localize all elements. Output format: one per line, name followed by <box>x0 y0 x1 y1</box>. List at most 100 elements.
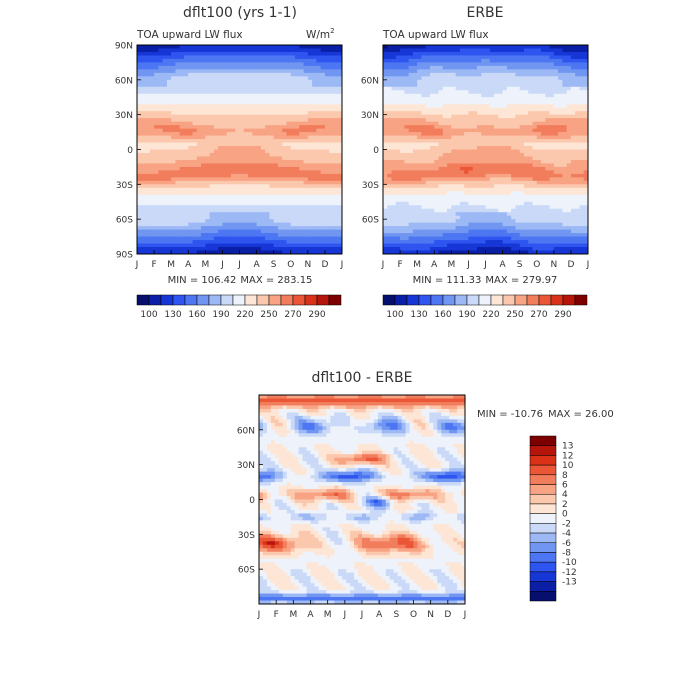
panel-model-units: W/m2 <box>306 27 335 41</box>
units-exponent: 2 <box>330 27 334 35</box>
colorbar-label: 100 <box>386 310 403 320</box>
colorbar-label: 190 <box>212 310 229 320</box>
panel-erbe-field-label: TOA upward LW flux <box>382 29 489 41</box>
units-base: W/m <box>306 29 330 41</box>
colorbar-swatch <box>529 513 557 524</box>
colorbar-swatch <box>232 294 246 306</box>
y-tick-label: 30N <box>361 111 379 121</box>
colorbar-swatch <box>529 493 557 505</box>
colorbar-label: -6 <box>562 539 571 549</box>
x-tick-label: J <box>237 260 241 270</box>
colorbar-swatch <box>529 561 557 573</box>
x-tick-label: M <box>289 610 297 620</box>
panel-erbe-title: ERBE <box>466 5 503 21</box>
x-tick-label: A <box>431 260 438 270</box>
x-tick-label: N <box>550 260 557 270</box>
colorbar-swatch <box>304 294 318 306</box>
panel-difference-min-max: MIN = -10.76 MAX = 26.00 <box>477 409 614 420</box>
x-tick-label: J <box>343 610 347 620</box>
panel-erbe-min-max: MIN = 111.33 MAX = 279.97 <box>413 275 558 286</box>
colorbar-swatch <box>220 294 234 306</box>
x-tick-label: J <box>360 610 364 620</box>
panel-model-min-max: MIN = 106.42 MAX = 283.15 <box>168 275 313 286</box>
colorbar-swatch <box>526 294 540 306</box>
y-tick-label: 60N <box>237 426 255 436</box>
colorbar-label: 160 <box>188 310 205 320</box>
x-tick-label: A <box>499 260 506 270</box>
colorbar-swatch <box>550 294 564 306</box>
colorbar-swatch <box>172 294 186 306</box>
panel-model: dflt100 (yrs 1-1) TOA upward LW flux W/m… <box>115 5 344 320</box>
colorbar-swatch <box>529 455 557 466</box>
x-tick-label: F <box>397 260 402 270</box>
colorbar-label: -12 <box>562 568 577 578</box>
colorbar-label: 190 <box>458 310 475 320</box>
colorbar-label: -13 <box>562 578 577 588</box>
colorbar-swatch <box>529 571 557 582</box>
x-tick-label: F <box>151 260 156 270</box>
panel-erbe-min: MIN = 111.33 <box>413 275 482 286</box>
x-tick-label: J <box>257 610 261 620</box>
x-tick-label: J <box>135 260 139 270</box>
x-tick-label: A <box>253 260 260 270</box>
colorbar-swatch <box>529 503 557 514</box>
y-tick-label: 90N <box>115 42 133 52</box>
panel-erbe-y-ticks: 60N 30N 0 30S 60S <box>361 76 387 226</box>
colorbar-swatch <box>442 294 456 306</box>
x-tick-label: M <box>201 260 209 270</box>
panel-model-field <box>137 45 342 254</box>
y-tick-label: 0 <box>249 496 255 506</box>
colorbar-swatch <box>382 294 396 306</box>
panel-difference-field <box>259 395 465 604</box>
x-tick-label: S <box>393 610 399 620</box>
x-tick-label: D <box>567 260 574 270</box>
colorbar-label: 130 <box>410 310 427 320</box>
colorbar-swatch <box>538 294 552 306</box>
colorbar-label: 13 <box>562 442 573 452</box>
panel-difference-y-ticks: 60N 30N 0 30S 60S <box>237 426 263 576</box>
colorbar-swatch <box>196 294 210 306</box>
x-tick-label: O <box>287 260 294 270</box>
x-tick-label: S <box>271 260 277 270</box>
x-tick-label: A <box>307 610 314 620</box>
y-tick-label: 30N <box>237 461 255 471</box>
colorbar-label: 12 <box>562 451 573 461</box>
colorbar-label: 220 <box>482 310 499 320</box>
colorbar-swatch <box>502 294 516 306</box>
y-tick-label: 30S <box>238 531 255 541</box>
colorbar-label: 130 <box>164 310 181 320</box>
y-tick-label: 30S <box>362 181 379 191</box>
colorbar-swatch <box>160 294 174 306</box>
x-tick-label: J <box>220 260 224 270</box>
x-tick-label: J <box>586 260 590 270</box>
colorbar-swatch <box>454 294 468 306</box>
colorbar-swatch <box>430 294 444 306</box>
y-tick-label: 60S <box>362 216 379 226</box>
x-tick-label: F <box>274 610 279 620</box>
colorbar-label: 10 <box>562 461 574 471</box>
y-tick-label: 60N <box>115 76 133 86</box>
colorbar-swatch <box>490 294 504 306</box>
colorbar-swatch <box>268 294 282 306</box>
colorbar-swatch <box>529 435 557 446</box>
colorbar-swatch <box>529 464 557 476</box>
panel-model-max: MAX = 283.15 <box>240 275 312 286</box>
colorbar-label: -4 <box>562 529 571 539</box>
x-tick-label: D <box>444 610 451 620</box>
panel-model-field-label: TOA upward LW flux <box>136 29 243 41</box>
panel-model-colorbar: 100 130 160 190 220 250 270 290 <box>136 294 342 320</box>
x-tick-label: J <box>483 260 487 270</box>
colorbar-swatch <box>529 484 557 495</box>
x-tick-label: O <box>410 610 417 620</box>
colorbar-swatch <box>256 294 270 306</box>
colorbar-swatch <box>529 445 557 456</box>
x-tick-label: O <box>533 260 540 270</box>
y-tick-label: 30N <box>115 111 133 121</box>
x-tick-label: J <box>463 610 467 620</box>
colorbar-swatch <box>208 294 222 306</box>
colorbar-swatch <box>529 532 557 544</box>
